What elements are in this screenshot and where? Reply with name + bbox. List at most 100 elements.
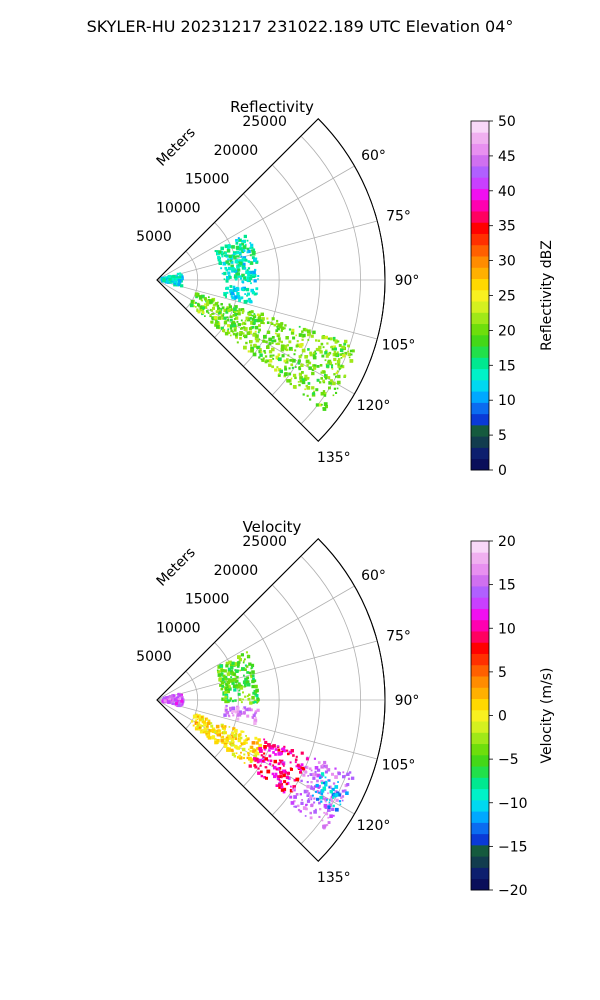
echo-pixel	[283, 745, 286, 748]
echo-pixel	[224, 699, 229, 704]
echo-pixel	[314, 766, 319, 770]
echo-pixel	[226, 255, 228, 258]
echo-pixel	[272, 744, 276, 748]
echo-pixel	[300, 779, 303, 783]
echo-pixel	[299, 376, 303, 380]
echo-pixel	[324, 359, 327, 362]
colorbar-tick-label: 15	[498, 358, 516, 374]
echo-pixel	[340, 364, 343, 367]
echo-pixel	[234, 259, 239, 264]
echo-pixel	[284, 359, 289, 364]
echo-pixel	[226, 686, 229, 689]
echo-pixel	[283, 327, 286, 330]
echo-pixel	[337, 363, 340, 366]
colorbar-swatch	[471, 754, 489, 767]
echo-pixel	[277, 342, 280, 346]
colorbar-swatch	[471, 436, 489, 448]
echo-pixel	[324, 770, 328, 774]
colorbar-swatch	[471, 301, 489, 313]
echo-pixel	[310, 785, 313, 787]
echo-pixel	[323, 780, 326, 783]
colorbar-swatch	[471, 323, 489, 336]
echo-pixel	[304, 770, 307, 774]
echo-pixel	[250, 282, 252, 285]
echo-pixel	[249, 750, 252, 753]
echo-pixel	[229, 697, 232, 700]
axes-title: Velocity	[243, 518, 302, 536]
echo-pixel	[229, 285, 233, 288]
radial-tick-label: 20000	[214, 143, 259, 159]
echo-pixel	[298, 383, 301, 387]
echo-pixel	[291, 789, 295, 792]
echo-pixel	[223, 669, 227, 673]
echo-pixel	[231, 699, 235, 703]
echo-pixel	[341, 789, 345, 793]
echo-pixel	[218, 250, 222, 254]
echo-pixel	[278, 357, 282, 362]
echo-pixel	[283, 780, 287, 784]
echo-pixel	[204, 306, 208, 309]
echo-pixel	[209, 314, 212, 317]
echo-pixel	[234, 269, 238, 272]
echo-pixel	[246, 299, 249, 303]
echo-pixel	[277, 748, 281, 752]
echo-pixel	[238, 299, 241, 302]
echo-pixel	[282, 762, 285, 766]
echo-pixel	[304, 374, 308, 378]
echo-pixel	[278, 374, 281, 377]
echo-pixel	[251, 679, 255, 684]
echo-pixel	[235, 669, 239, 673]
colorbar-swatch	[471, 788, 489, 801]
echo-pixel	[225, 307, 229, 311]
colorbar-swatch	[471, 391, 489, 403]
echo-pixel	[347, 350, 350, 353]
echo-pixel	[275, 329, 279, 332]
echo-pixel	[311, 386, 315, 390]
colorbar-swatch	[471, 289, 489, 302]
echo-pixel	[334, 340, 338, 344]
echo-pixel	[266, 317, 269, 320]
colorbar-swatch	[471, 676, 489, 688]
echo-pixel	[244, 258, 248, 262]
echo-pixel	[338, 365, 342, 369]
echo-pixel	[245, 665, 249, 668]
theta-tick-label: 60°	[361, 148, 386, 164]
echo-pixel	[170, 698, 174, 702]
echo-pixel	[249, 242, 252, 244]
echo-pixel	[206, 721, 211, 725]
echo-pixel	[214, 322, 217, 324]
echo-pixel	[274, 772, 278, 776]
echo-pixel	[258, 328, 261, 332]
echo-pixel	[277, 775, 280, 778]
echo-pixel	[312, 776, 316, 780]
echo-pixel	[194, 292, 199, 297]
echo-pixel	[312, 354, 316, 358]
echo-pixel	[217, 321, 220, 324]
echo-pixel	[275, 342, 278, 345]
echo-pixel	[244, 708, 247, 711]
echo-pixel	[320, 342, 324, 346]
echo-pixel	[243, 658, 246, 661]
echo-pixel	[276, 775, 279, 778]
echo-pixel	[297, 804, 300, 808]
echo-pixel	[233, 755, 237, 758]
echo-pixel	[173, 281, 177, 285]
echo-pixel	[234, 316, 239, 320]
echo-pixel	[280, 326, 285, 330]
echo-pixel	[206, 718, 209, 721]
echo-pixel	[177, 694, 180, 698]
colorbar-tick-label: 45	[498, 149, 516, 165]
echo-pixel	[228, 275, 232, 279]
echo-pixel	[285, 783, 288, 786]
echo-pixel	[280, 347, 285, 352]
echo-pixel	[247, 350, 250, 353]
echo-pixel	[301, 766, 306, 771]
echo-pixel	[263, 350, 266, 353]
echo-pixel	[246, 276, 251, 281]
echo-pixel	[286, 379, 290, 383]
echo-pixel	[328, 351, 332, 355]
echo-pixel	[176, 696, 178, 698]
echo-pixel	[320, 772, 325, 776]
echo-pixel	[313, 801, 316, 804]
echo-pixel	[243, 686, 245, 688]
